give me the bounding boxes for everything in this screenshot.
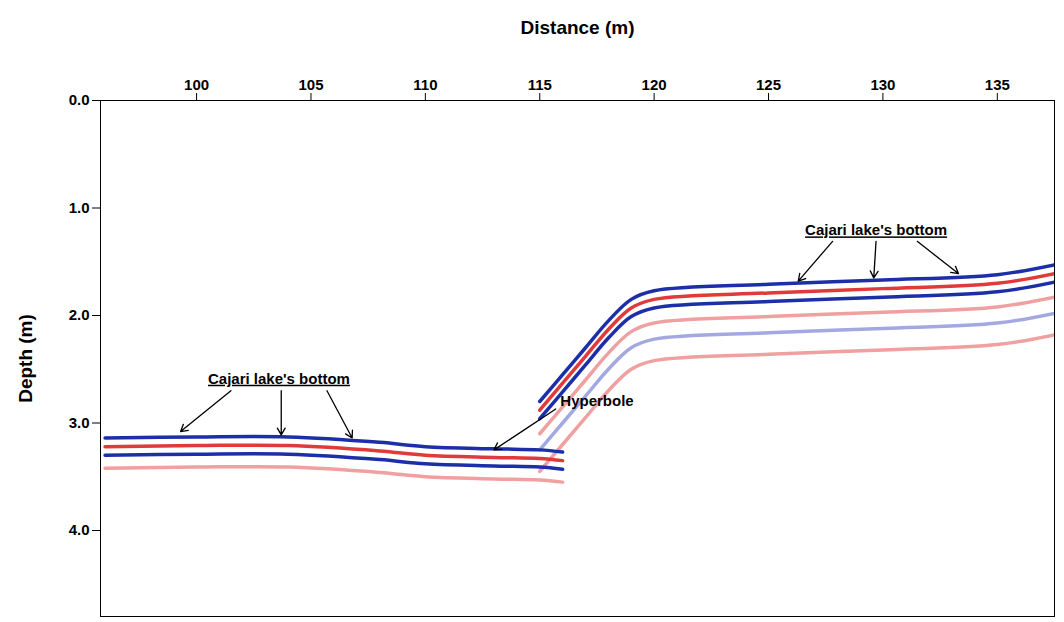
svg-text:0.0: 0.0 [69, 91, 90, 108]
svg-text:130: 130 [870, 76, 895, 93]
svg-text:Hyperbole: Hyperbole [560, 392, 633, 409]
svg-text:120: 120 [642, 76, 667, 93]
svg-text:Distance (m): Distance (m) [520, 17, 634, 38]
svg-text:135: 135 [985, 76, 1010, 93]
svg-text:110: 110 [413, 76, 437, 93]
svg-text:1.0: 1.0 [69, 199, 90, 216]
svg-text:Cajari lake's bottom: Cajari lake's bottom [805, 221, 947, 238]
svg-text:105: 105 [298, 76, 323, 93]
svg-text:4.0: 4.0 [69, 521, 90, 538]
svg-text:3.0: 3.0 [69, 414, 90, 431]
svg-text:100: 100 [184, 76, 209, 93]
svg-text:115: 115 [528, 76, 552, 93]
svg-text:Depth (m): Depth (m) [15, 314, 36, 403]
svg-text:2.0: 2.0 [69, 306, 90, 323]
svg-text:Cajari lake's bottom: Cajari lake's bottom [208, 370, 350, 387]
svg-text:125: 125 [756, 76, 781, 93]
